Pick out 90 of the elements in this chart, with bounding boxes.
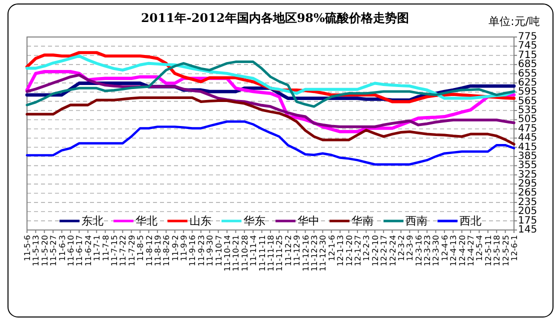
x-tick-label: 11-8-26 [162,235,172,266]
x-tick-label: 11-6-3 [58,235,67,262]
x-tick-label: 11-7-8 [101,235,110,262]
x-tick-label: 12-4-6 [440,235,450,262]
x-tick-label: 11-8-12 [144,235,154,266]
text: 单位:元/吨 [488,15,540,28]
x-tick-label: 12-5-11 [484,235,493,266]
x-tick-label: 12-3-30 [432,235,441,266]
y-tick-label: 445 [518,132,538,144]
x-tick-label: 12-2-24 [388,235,398,266]
line-series [26,60,516,108]
x-tick-label: 11-7-22 [118,235,128,266]
x-tick-label: 11-9-30 [206,235,215,266]
x-tick-label: 12-3-9 [406,235,415,262]
x-tick-label: 12-2-3 [362,235,372,262]
y-tick-label: 625 [518,77,538,88]
y-tick-label: 415 [518,142,538,153]
legend-label: 山东 [190,214,212,228]
x-tick-label: 11-12-2 [284,235,293,266]
x-tick-label: 11-12-23 [310,235,319,272]
x-tick-label: 12-5-25 [501,235,510,266]
line-series [26,120,516,166]
y-tick-label: 355 [518,160,538,172]
y-tick-label: 265 [518,188,538,199]
x-tick-label: 11-10-7 [214,235,224,266]
x-tick-label: 12-1-6 [327,235,336,262]
line-series [26,96,516,146]
x-tick-label: 11-12-30 [318,235,328,272]
x-tick-label: 12-3-16 [414,235,424,266]
x-tick-label: 11-8-5 [136,235,146,262]
x-tick-label: 12-3-2 [396,235,406,262]
x-tick-label: 12-1-13 [336,235,346,266]
x-tick-label: 12-4-27 [466,235,476,266]
x-tick-label: 11-11-18 [266,235,276,272]
x-tick-label: 12-5-4 [475,235,484,262]
legend-label: 华中 [298,214,320,228]
x-tick-label: 11-9-9 [180,235,189,262]
x-tick-label: 11-10-28 [240,235,250,272]
legend-label: 西北 [460,214,482,228]
y-tick-label: 325 [518,169,538,180]
x-tick-label: 11-6-24 [84,235,93,266]
chart-title: 2011年-2012年国内各地区98%硫酸价格走势图 [141,11,409,25]
legend-label: 华北 [136,214,158,228]
legend-label: 东北 [82,214,104,228]
legend-label: 华南 [352,214,374,228]
y-tick-label: 235 [518,196,538,208]
x-tick-label: 12-6-1 [510,235,519,262]
y-tick-label: 655 [518,68,538,80]
x-tick-label: 12-4-13 [449,235,458,266]
y-tick-label: 205 [518,206,538,218]
x-tick-label: 11-9-16 [188,235,198,266]
x-tick-label: 11-6-17 [75,235,84,266]
x-tick-label: 11-5-6 [23,235,32,262]
x-tick-label: 11-5-27 [49,235,58,266]
y-tick-label: 385 [518,150,538,162]
y-tick-label: 745 [518,40,538,52]
y-tick-label: 595 [518,86,538,98]
x-tick-label: 11-12-16 [301,235,310,272]
x-tick-label: 11-7-29 [127,235,136,266]
x-tick-label: 11-6-10 [66,235,76,266]
x-tick-label: 11-9-23 [196,235,206,266]
x-tick-label: 12-4-20 [458,235,467,266]
y-tick-label: 175 [518,215,538,226]
y-tick-label: 685 [518,59,538,70]
x-tick-label: 11-10-21 [232,235,241,272]
y-tick-label: 505 [518,114,538,126]
x-tick-label: 12-1-27 [353,235,362,266]
x-tick-label: 11-5-13 [32,235,41,266]
x-tick-label: 11-7-1 [92,235,102,262]
y-tick-label: 565 [518,96,538,107]
x-tick-label: 11-9-2 [170,235,180,262]
legend-label: 西南 [406,214,428,228]
x-tick-label: 12-2-10 [370,235,380,266]
x-tick-label: 12-3-23 [423,235,432,266]
x-tick-label: 11-5-20 [40,235,50,266]
x-tick-label: 11-12-9 [292,235,302,266]
y-tick-label: 715 [518,50,538,61]
y-tick-label: 475 [518,123,538,134]
x-tick-label: 11-10-14 [223,235,232,272]
x-tick-label: 11-11-4 [249,235,258,266]
y-tick-label: 775 [518,32,538,42]
x-tick-label: 11-8-19 [153,235,162,266]
x-tick-label: 12-2-17 [380,235,389,266]
y-tick-label: 145 [518,224,538,236]
x-tick-label: 11-7-15 [110,235,119,266]
x-tick-label: 11-11-25 [275,235,284,272]
x-tick-label: 12-1-20 [344,235,354,266]
x-tick-label: 12-5-18 [492,235,502,266]
legend-label: 华东 [244,214,266,228]
x-tick-label: 11-11-11 [258,235,267,272]
